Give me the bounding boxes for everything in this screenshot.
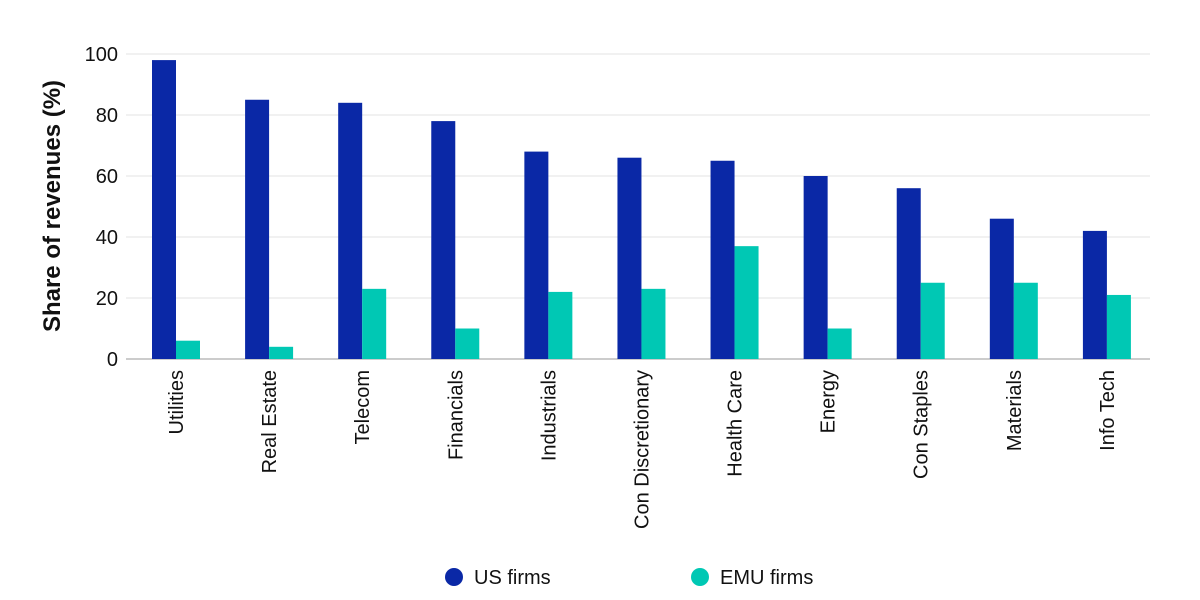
- x-tick-label: Real Estate: [259, 370, 281, 473]
- us-bar-telecom: [338, 102, 363, 360]
- us-bar-con-discretionary: [617, 157, 642, 359]
- emu-bar-con-staples: [920, 282, 945, 359]
- x-tick-label: Energy: [818, 370, 840, 433]
- us-bar-health-care: [710, 160, 735, 359]
- x-tick-label: Industrials: [538, 370, 560, 461]
- y-tick-label: 0: [107, 349, 118, 371]
- x-tick-label: Con Staples: [911, 370, 933, 479]
- y-tick-label: 100: [85, 44, 118, 66]
- us-bar-utilities: [152, 60, 176, 359]
- x-tick-label: Health Care: [725, 370, 747, 477]
- legend-item: EMU firms: [691, 567, 813, 589]
- emu-bar-real-estate: [269, 346, 294, 359]
- x-tick-label: Info Tech: [1097, 370, 1119, 451]
- y-axis-title: Share of revenues (%): [39, 80, 66, 332]
- legend-item: US firms: [445, 567, 551, 589]
- x-tick-label: Telecom: [352, 370, 374, 444]
- y-tick-label: 20: [96, 288, 118, 310]
- y-tick-label: 80: [96, 105, 118, 127]
- emu-bar-health-care: [734, 246, 759, 359]
- x-tick-labels: Utilities Real Estate Telecom Financials Ind…: [166, 370, 1119, 529]
- us-bar-energy: [803, 176, 828, 359]
- legend-label: EMU firms: [720, 567, 813, 589]
- legend-label: US firms: [474, 567, 551, 589]
- x-tick-label: Utilities: [166, 370, 188, 434]
- x-tick-label: Materials: [1004, 370, 1026, 451]
- legend: US firms EMU firms: [445, 567, 813, 589]
- us-bar-real-estate: [245, 99, 270, 359]
- legend-swatch: [691, 568, 709, 586]
- us-bar-info-tech: [1082, 230, 1107, 359]
- emu-bar-con-discretionary: [641, 288, 666, 359]
- legend-swatch: [445, 568, 463, 586]
- y-tick-label: 60: [96, 166, 118, 188]
- emu-bar-info-tech: [1106, 294, 1131, 359]
- emu-bar-telecom: [362, 288, 387, 359]
- us-bar-materials: [989, 218, 1014, 359]
- emu-bar-industrials: [548, 291, 573, 359]
- y-tick-labels: 0 20 40 60 80 100: [85, 44, 118, 371]
- us-bar-industrials: [524, 151, 549, 359]
- emu-bar-utilities: [176, 340, 200, 359]
- x-tick-label: Con Discretionary: [631, 370, 653, 529]
- emu-bar-energy: [827, 328, 852, 359]
- emu-bar-financials: [455, 328, 480, 359]
- x-tick-label: Financials: [445, 370, 467, 460]
- us-bar-financials: [431, 121, 456, 359]
- y-tick-label: 40: [96, 227, 118, 249]
- bars: [152, 60, 1131, 360]
- emu-bar-materials: [1013, 282, 1038, 359]
- us-bar-con-staples: [896, 188, 921, 359]
